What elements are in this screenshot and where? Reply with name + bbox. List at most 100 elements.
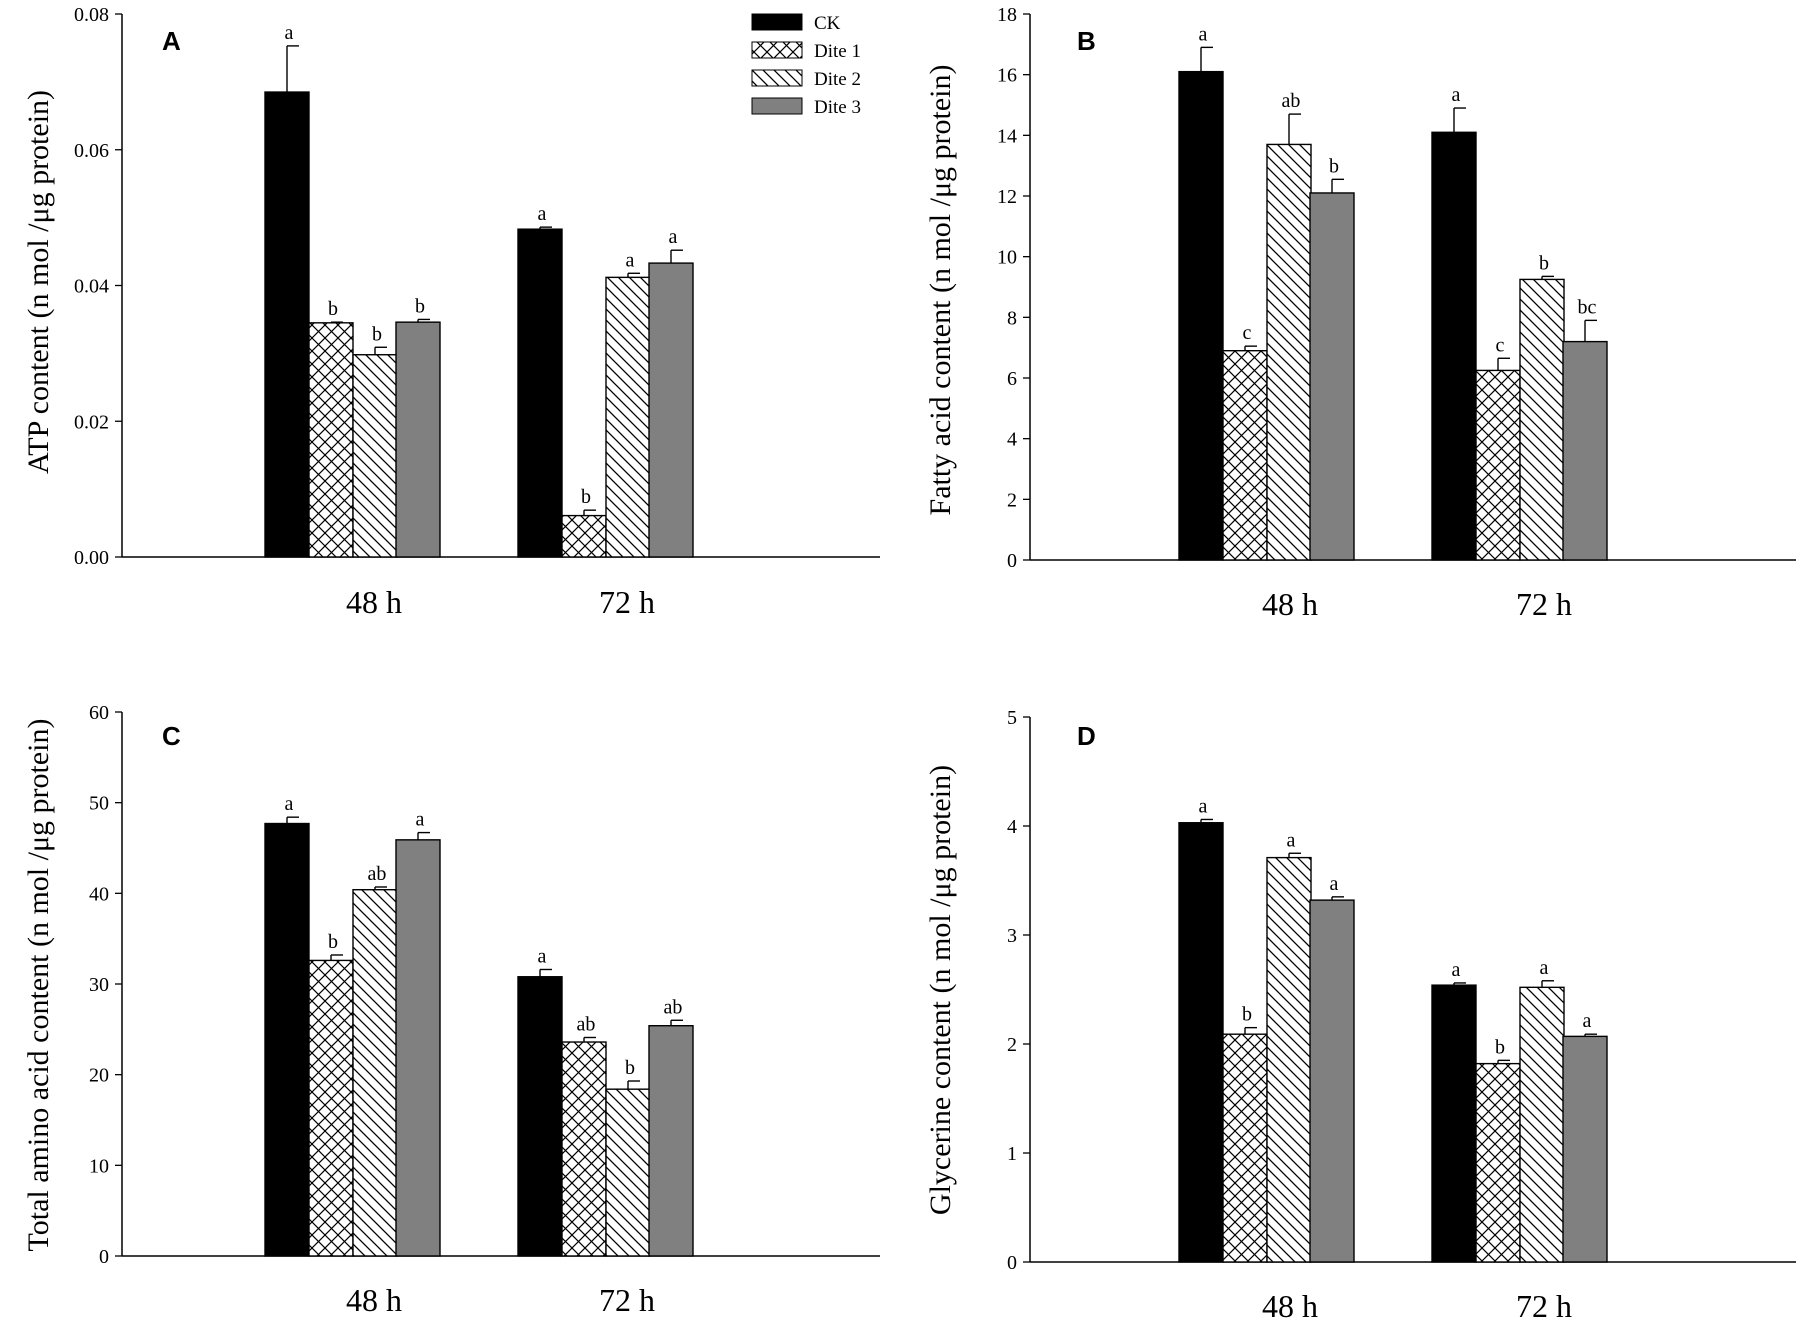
significance-letter-b: c xyxy=(1243,322,1252,344)
y-tick-label-a: 0.04 xyxy=(74,276,109,298)
legend-label-dite-2: Dite 2 xyxy=(814,69,861,90)
y-tick-label-b: 12 xyxy=(997,186,1017,208)
legend-swatch-ck xyxy=(751,13,803,31)
significance-letter-c: a xyxy=(416,809,425,831)
significance-letter-a: b xyxy=(415,295,425,317)
bar-c-dite-3-72h xyxy=(648,1025,694,1257)
significance-letter-c: b xyxy=(625,1057,635,1079)
chart-panel-a: A ATP content (n mol /μg protein) 48 h 7… xyxy=(22,4,880,620)
significance-letter-c: ab xyxy=(664,996,683,1018)
x-tick-label-d-48h: 48 h xyxy=(1262,1288,1318,1324)
y-tick-label-d: 5 xyxy=(1007,707,1017,729)
significance-letter-b: c xyxy=(1496,334,1505,356)
bar-d-dite-3-48h xyxy=(1309,899,1355,1263)
y-tick-label-a: 0.08 xyxy=(74,4,109,26)
legend-label-dite-3: Dite 3 xyxy=(814,97,861,118)
bar-b-dite-1-72h xyxy=(1475,369,1521,561)
bar-c-dite-1-72h xyxy=(561,1041,607,1257)
y-tick-label-d: 4 xyxy=(1007,816,1017,838)
x-tick-label-c-48h: 48 h xyxy=(346,1282,402,1318)
x-tick-label-a-48h: 48 h xyxy=(346,584,402,620)
y-tick-label-c: 40 xyxy=(89,883,109,905)
bar-c-dite-2-72h xyxy=(605,1088,651,1257)
y-tick-label-c: 60 xyxy=(89,702,109,724)
bar-a-dite-3-72h xyxy=(648,262,694,558)
significance-letter-c: ab xyxy=(577,1013,596,1035)
significance-letter-b: ab xyxy=(1282,90,1301,112)
bar-c-ck-48h xyxy=(264,822,310,1257)
significance-letter-b: bc xyxy=(1578,296,1597,318)
y-tick-label-b: 18 xyxy=(997,4,1017,26)
bar-c-ck-72h xyxy=(517,976,563,1257)
bar-b-ck-48h xyxy=(1178,70,1224,561)
legend-label-ck: CK xyxy=(814,13,841,34)
bar-a-dite-1-48h xyxy=(308,322,354,558)
significance-letter-c: ab xyxy=(368,863,387,885)
significance-letter-a: b xyxy=(328,298,338,320)
bar-d-dite-2-72h xyxy=(1519,986,1565,1263)
y-tick-label-c: 50 xyxy=(89,793,109,815)
y-axis-label-d: Glycerine content (n mol /μg protein) xyxy=(924,765,957,1215)
significance-letter-a: a xyxy=(669,226,678,248)
bar-d-dite-1-48h xyxy=(1222,1033,1268,1263)
y-axis-label-c: Total amino acid content (n mol /μg prot… xyxy=(22,718,55,1251)
y-tick-label-d: 2 xyxy=(1007,1034,1017,1056)
legend-swatch-dite-2 xyxy=(751,69,803,87)
bar-b-dite-2-48h xyxy=(1266,143,1312,561)
significance-letter-b: a xyxy=(1452,84,1461,106)
bar-c-dite-2-48h xyxy=(352,889,398,1257)
bar-a-dite-2-48h xyxy=(352,354,398,558)
x-tick-label-a-72h: 72 h xyxy=(599,584,655,620)
legend-label-dite-1: Dite 1 xyxy=(814,41,861,62)
y-tick-label-a: 0.06 xyxy=(74,140,109,162)
y-axis-label-a: ATP content (n mol /μg protein) xyxy=(22,90,55,474)
legend-swatch-dite-3 xyxy=(751,97,803,115)
y-tick-label-b: 6 xyxy=(1007,368,1017,390)
x-tick-label-b-48h: 48 h xyxy=(1262,586,1318,622)
significance-letter-d: a xyxy=(1330,873,1339,895)
bar-d-ck-48h xyxy=(1178,822,1224,1263)
significance-letter-d: a xyxy=(1540,957,1549,979)
bar-b-dite-3-72h xyxy=(1562,340,1608,561)
significance-letter-d: a xyxy=(1287,829,1296,851)
y-tick-label-b: 8 xyxy=(1007,307,1017,329)
significance-letter-c: a xyxy=(285,793,294,815)
x-tick-label-c-72h: 72 h xyxy=(599,1282,655,1318)
legend-swatch-dite-1 xyxy=(751,41,803,59)
x-tick-label-d-72h: 72 h xyxy=(1516,1288,1572,1324)
significance-letter-d: a xyxy=(1452,959,1461,981)
significance-letter-d: b xyxy=(1242,1004,1252,1026)
y-tick-label-c: 10 xyxy=(89,1155,109,1177)
bar-c-dite-3-48h xyxy=(395,839,441,1257)
y-tick-label-b: 2 xyxy=(1007,489,1017,511)
y-tick-label-c: 0 xyxy=(99,1246,109,1268)
bar-a-ck-72h xyxy=(517,228,563,558)
significance-letter-b: b xyxy=(1329,155,1339,177)
chart-panel-c: C Total amino acid content (n mol /μg pr… xyxy=(22,702,880,1318)
y-tick-label-b: 16 xyxy=(997,65,1017,87)
y-tick-label-b: 14 xyxy=(997,125,1017,147)
y-tick-label-b: 10 xyxy=(997,247,1017,269)
bar-d-dite-2-48h xyxy=(1266,856,1312,1263)
bar-a-ck-48h xyxy=(264,91,310,558)
bar-c-dite-1-48h xyxy=(308,959,354,1257)
chart-panel-d: D Glycerine content (n mol /μg protein) … xyxy=(924,707,1796,1324)
y-tick-label-b: 0 xyxy=(1007,550,1017,572)
bar-d-dite-1-72h xyxy=(1475,1062,1521,1263)
significance-letter-b: b xyxy=(1539,252,1549,274)
significance-letter-c: a xyxy=(538,945,547,967)
bar-a-dite-2-72h xyxy=(605,276,651,558)
bar-b-dite-1-48h xyxy=(1222,350,1268,561)
significance-letter-a: a xyxy=(626,249,635,271)
y-tick-label-b: 4 xyxy=(1007,429,1017,451)
y-tick-label-c: 20 xyxy=(89,1065,109,1087)
significance-letter-d: a xyxy=(1199,795,1208,817)
y-tick-label-d: 3 xyxy=(1007,925,1017,947)
bar-a-dite-3-48h xyxy=(395,321,441,558)
panel-label-c: C xyxy=(162,721,181,751)
significance-letter-a: a xyxy=(538,203,547,225)
panel-label-d: D xyxy=(1077,721,1096,751)
y-tick-label-a: 0.02 xyxy=(74,411,109,433)
y-tick-label-d: 1 xyxy=(1007,1143,1017,1165)
